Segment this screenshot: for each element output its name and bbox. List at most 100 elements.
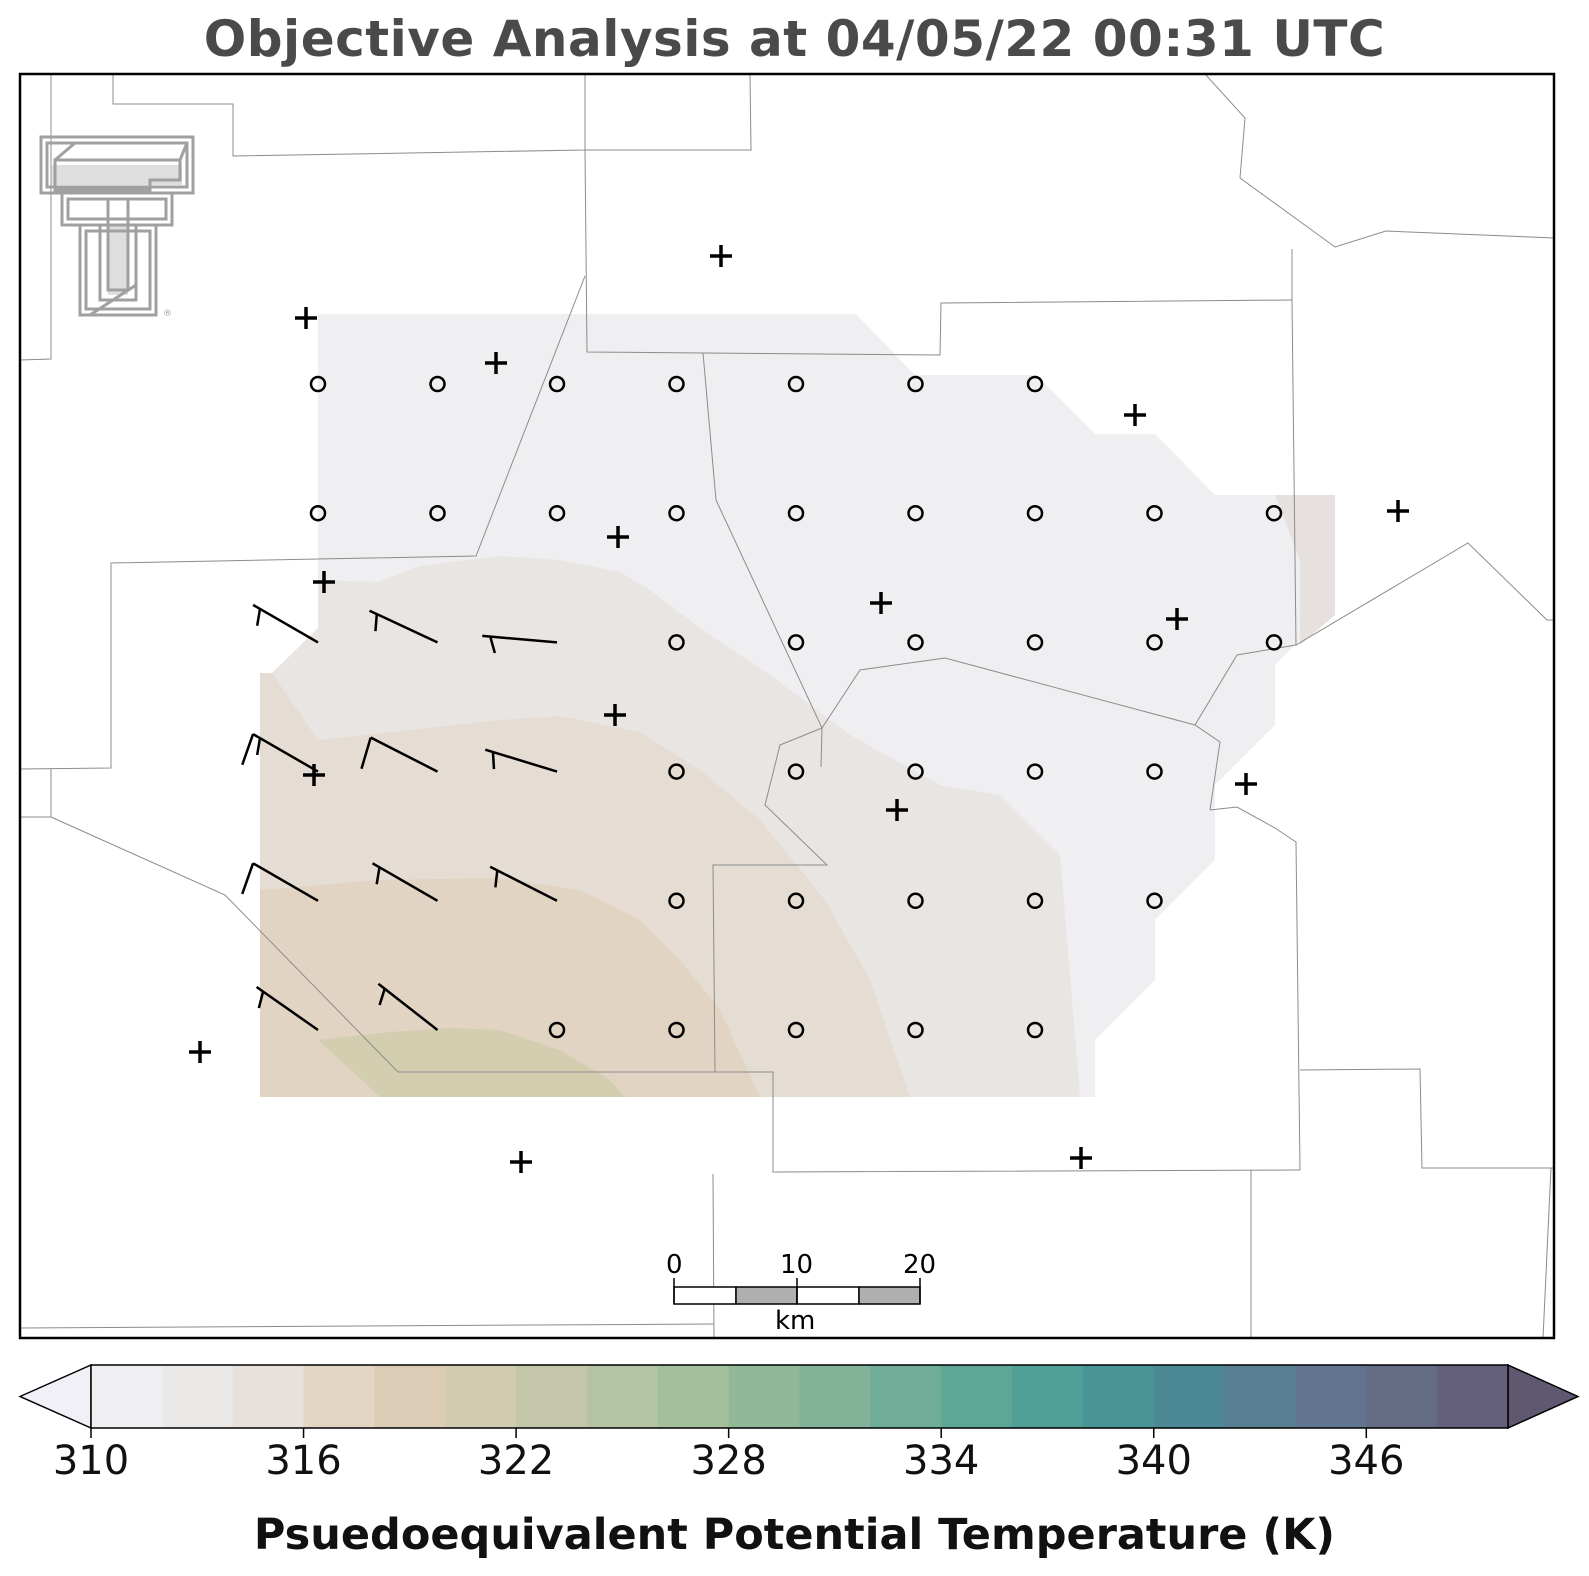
contour-band-edge-east [1275,495,1335,645]
calm-circle-icon [787,634,805,651]
scale-label-20: 20 [903,1250,937,1280]
colorbar-tick-label: 316 [265,1438,342,1484]
calm-circle-icon [548,1021,566,1039]
wind-barb [368,609,439,644]
wind-barb [241,733,319,773]
calm-circle-icon [1146,634,1163,651]
calm-circle-icon [668,504,685,522]
calm-circle-icon [1026,763,1044,780]
station-plus-icon [870,592,892,614]
wind-barb [255,985,319,1032]
colorbar-swatch [91,1365,163,1428]
colorbar-swatch [799,1365,871,1428]
scale-bar [673,1278,921,1305]
wind-barb [371,862,439,902]
station-plus-icon [189,1041,211,1063]
calm-circle-icon [1026,1021,1044,1039]
wind-barbs [241,603,558,1032]
colorbar-under-arrow [18,1363,92,1430]
calm-circle-icon [668,634,685,651]
station-plus-icon [1387,500,1409,522]
colorbar-tick-label: 322 [477,1438,555,1484]
colorbar [18,1363,1580,1438]
calm-circle-icon [1265,634,1283,651]
colorbar-swatch [374,1365,446,1428]
scale-unit-label: km [775,1306,816,1336]
calm-circle-icon [309,504,327,522]
calm-circle-icon [548,375,566,393]
calm-circle-icon [907,375,924,393]
station-plus-icon [1166,608,1188,630]
station-plus-icon [303,764,325,786]
colorbar-swatch [657,1365,730,1428]
station-plus-icon [1124,404,1146,426]
calm-circle-icon [1026,892,1044,910]
colorbar-tick-label: 346 [1328,1438,1405,1484]
colorbar-swatch [1366,1365,1438,1428]
calm-circle-icon [1026,375,1044,393]
calm-circle-icon [429,375,446,393]
colorbar-swatch [516,1365,588,1428]
colorbar-swatch [232,1365,305,1428]
calm-circle-icon [1146,892,1163,910]
wind-barb [241,862,319,902]
calm-circle-icon [787,504,805,522]
colorbar-title: Psuedoequivalent Potential Temperature (… [253,1510,1336,1560]
station-plus-icon [886,799,908,821]
logo-registered-mark: ® [163,309,172,319]
colorbar-swatch [1153,1365,1226,1428]
colorbar-swatch [1082,1365,1155,1428]
calm-circle-icon [668,892,685,910]
map-frame [18,72,1556,1340]
station-plus-icon [1235,773,1257,795]
calm-circle-icon [1026,504,1044,522]
colorbar-swatch [303,1365,375,1428]
contour-band-318-320 [318,1028,625,1097]
colorbar-swatch [941,1365,1013,1428]
station-plus-icon [295,307,317,329]
calm-circle-icon [1146,504,1163,522]
wind-barb [252,603,319,644]
calm-circle-icon [668,763,685,780]
wind-barb [377,982,439,1031]
calm-circle-icon [787,763,805,780]
county-boundaries [20,74,1554,1338]
calm-circle-icon [907,1021,924,1039]
colorbar-swatch [728,1365,800,1428]
calm-circle-icon [548,504,566,522]
station-plus-icon [485,352,507,374]
wind-barb [482,634,558,654]
station-markers [189,245,1409,1173]
calm-wind-markers [309,375,1283,1039]
theta-e-contour-fill [260,314,1335,1097]
station-plus-icon [1070,1147,1092,1169]
station-plus-icon [313,571,335,593]
colorbar-over-arrow [1507,1363,1580,1430]
colorbar-swatch [586,1365,659,1428]
calm-circle-icon [907,504,924,522]
calm-circle-icon [787,1021,805,1039]
station-plus-icon [710,245,732,267]
colorbar-swatch [161,1365,234,1428]
calm-circle-icon [787,892,805,910]
station-plus-icon [510,1151,532,1173]
calm-circle-icon [787,375,805,393]
scale-label-10: 10 [780,1250,814,1280]
colorbar-swatch [870,1365,942,1428]
calm-circle-icon [1146,763,1163,780]
calm-circle-icon [668,1021,685,1039]
calm-circle-icon [907,763,924,780]
colorbar-swatch [1437,1365,1509,1428]
colorbar-swatch [1012,1365,1084,1428]
colorbar-tick-label: 334 [903,1438,980,1484]
calm-circle-icon [668,375,685,393]
colorbar-swatch [445,1365,517,1428]
calm-circle-icon [1026,634,1044,651]
calm-circle-icon [1265,504,1283,522]
wind-barb [360,736,439,773]
colorbar-swatch [1224,1365,1296,1428]
station-plus-icon [607,526,629,548]
calm-circle-icon [907,892,924,910]
wind-barb [489,865,558,902]
